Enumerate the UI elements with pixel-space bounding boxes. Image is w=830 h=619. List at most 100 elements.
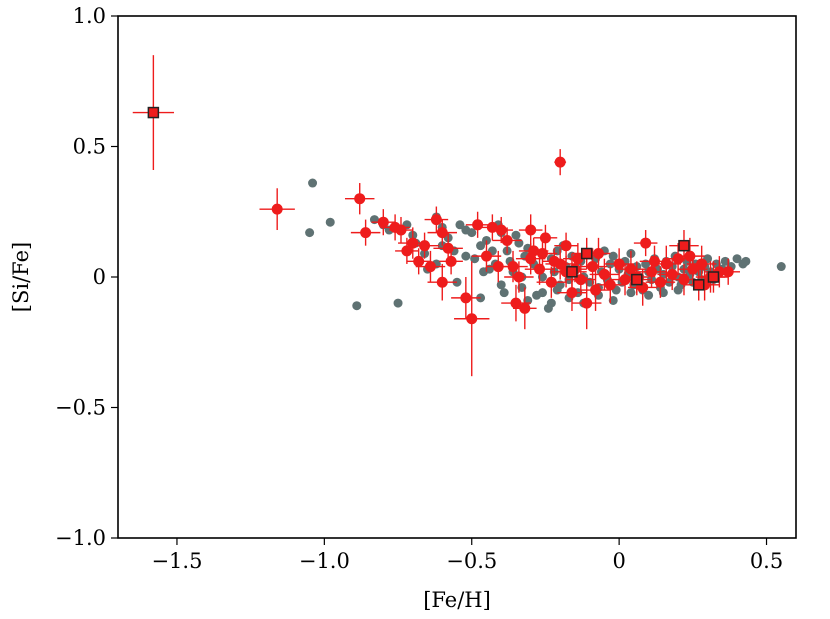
data-point-square [580, 247, 593, 260]
data-point [445, 255, 457, 267]
data-point [644, 290, 654, 300]
data-point [598, 268, 610, 280]
data-point [722, 266, 734, 278]
data-point-square [631, 273, 643, 286]
data-point [499, 288, 509, 298]
data-point [646, 266, 658, 278]
data-point [476, 241, 486, 251]
data-point [419, 240, 431, 252]
data-point [741, 256, 751, 266]
data-point [393, 298, 403, 308]
data-point [442, 242, 454, 254]
data-point [534, 263, 546, 275]
y-tick-label: −1.0 [55, 526, 106, 550]
data-point [554, 258, 566, 270]
data-point [625, 263, 637, 275]
plot-frame [117, 15, 797, 539]
series-1 [259, 149, 740, 377]
data-point [460, 292, 472, 304]
data-point [575, 274, 587, 286]
data-point [546, 298, 556, 308]
data-point [466, 313, 478, 325]
data-point [507, 261, 519, 273]
data-point [666, 268, 678, 280]
data-point [673, 285, 683, 295]
x-axis-label: [Fe/H] [423, 588, 491, 612]
data-point [660, 258, 672, 270]
data-point [539, 232, 551, 244]
data-point [510, 297, 522, 309]
x-tick-label: −1.5 [151, 549, 202, 573]
data-point [696, 258, 708, 270]
data-point [732, 254, 742, 264]
data-point [360, 227, 372, 239]
data-point [581, 297, 593, 309]
data-point [654, 276, 666, 288]
data-point [545, 276, 557, 288]
data-point [377, 216, 389, 228]
data-point [684, 250, 696, 262]
x-tick-label: 0.5 [750, 549, 783, 573]
data-point-square [678, 239, 690, 252]
data-point [461, 251, 471, 261]
data-point [413, 255, 425, 267]
data-point [395, 224, 407, 236]
data-point [604, 279, 616, 291]
data-point [472, 219, 484, 231]
data-point [587, 261, 599, 273]
data-point [308, 178, 318, 188]
x-tick-label: −1.0 [299, 549, 350, 573]
data-point [495, 224, 507, 236]
x-tick-label: 0 [612, 549, 625, 573]
data-point-square [707, 271, 720, 283]
data-point-square [692, 279, 705, 291]
series-2 [132, 55, 729, 301]
data-point [352, 301, 362, 311]
x-axis: −1.5 −1.0 −0.5 0 0.5 [151, 538, 783, 573]
data-point [776, 262, 786, 272]
data-point-square [566, 266, 578, 278]
data-point [613, 258, 625, 270]
data-point [537, 288, 547, 298]
data-point [325, 217, 335, 227]
data-point [401, 245, 413, 257]
y-axis: −1.0 −0.5 0 0.5 1.0 [55, 4, 118, 550]
data-point [678, 274, 690, 286]
data-point [525, 253, 537, 265]
data-point [501, 234, 513, 246]
data-point [354, 193, 366, 205]
data-point [455, 220, 465, 230]
data-point [496, 280, 506, 290]
data-point [511, 230, 521, 240]
data-point-square [147, 106, 160, 119]
data-point [536, 248, 548, 260]
data-point [525, 224, 537, 236]
data-point [271, 203, 283, 215]
data-point [560, 240, 572, 252]
y-axis-label: [Si/Fe] [9, 242, 33, 312]
y-tick-label: 0 [93, 265, 106, 289]
chart-marks [132, 55, 786, 377]
data-point [513, 271, 525, 283]
data-point [672, 253, 684, 265]
data-point [640, 237, 652, 249]
data-point [480, 250, 492, 262]
x-tick-label: −0.5 [446, 549, 497, 573]
data-point [305, 228, 315, 238]
data-point [467, 228, 477, 238]
data-point [608, 251, 618, 261]
data-point [436, 227, 448, 239]
data-point [566, 287, 578, 299]
data-point [436, 276, 448, 288]
y-tick-label: 1.0 [73, 4, 106, 28]
data-point [430, 214, 442, 226]
y-tick-label: 0.5 [73, 135, 106, 159]
data-point [554, 156, 566, 168]
data-point [626, 288, 636, 298]
data-point [492, 261, 504, 273]
y-tick-label: −0.5 [55, 396, 106, 420]
data-point [424, 261, 436, 273]
data-point [590, 284, 602, 296]
data-point [649, 255, 661, 267]
